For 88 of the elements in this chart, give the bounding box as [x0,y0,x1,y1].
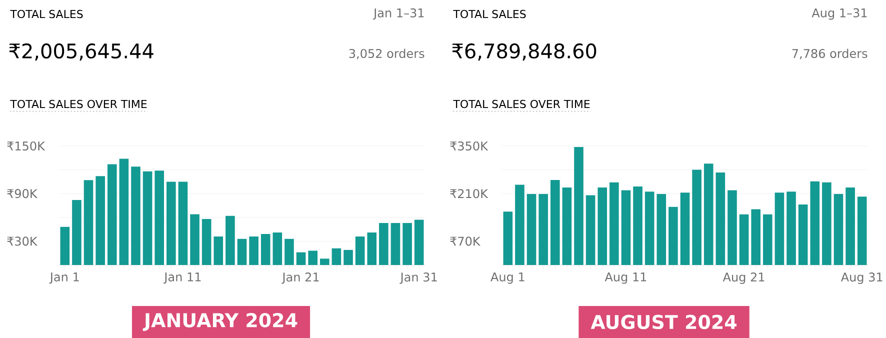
text: ₹6,789,848.60 [452,43,596,61]
bar [390,222,400,265]
text: AUGUST 2024 [590,314,736,330]
bar [562,187,572,265]
bar [237,238,247,265]
bar [379,222,388,265]
text: Aug 1–31 [812,8,867,20]
chart-title: TOTAL SALES OVER TIME [453,100,590,108]
x-tick-label: Jan 31 [400,272,437,284]
x-tick-label: Jan 1 [49,272,79,284]
bar [202,218,212,265]
bar [119,158,129,265]
text: ₹2,005,645.44 [9,43,154,61]
bar [60,226,70,265]
x-tick-label: Jan 21 [282,272,319,284]
bar [344,250,353,265]
bar [107,164,117,265]
bar [260,234,270,265]
bar [96,176,105,265]
bar [272,232,282,265]
bar [414,220,424,265]
bar [704,164,714,265]
bar [610,182,619,265]
bar [190,214,200,265]
bar [526,194,536,265]
bar [308,250,318,265]
bar [846,187,855,265]
bar [716,172,726,265]
bar [503,212,513,265]
y-tick-label: ₹350K [450,141,488,151]
text: TOTAL SALES [453,10,526,18]
x-tick-label: Aug 31 [840,272,882,284]
x-tick-label: Aug 21 [722,272,764,284]
bar [857,196,867,265]
bar [367,232,377,265]
y-tick-label: ₹150K [7,141,46,151]
bar [834,194,844,265]
bar [574,147,584,265]
y-tick-label: ₹30K [7,236,38,246]
bar [692,170,702,265]
bar [214,236,224,265]
bar [598,187,608,265]
bar [739,214,749,265]
bar [586,195,596,265]
bar [402,222,412,265]
y-tick-label: ₹210K [450,189,488,198]
bar [550,180,560,265]
bar [332,248,342,265]
x-tick-label: Aug 1 [490,272,524,284]
bar [668,206,678,265]
bar [131,166,140,265]
bar [751,209,760,265]
bar [296,252,306,265]
bar [84,180,94,265]
bar [249,236,258,265]
bar [226,216,235,265]
bar [166,182,176,265]
chart-title: TOTAL SALES OVER TIME [10,100,147,108]
bar [178,182,188,265]
bar [728,190,737,265]
bar [822,182,832,265]
x-tick-label: Aug 11 [604,272,646,284]
bar [621,190,631,265]
bar [320,258,330,265]
bar [680,192,690,265]
bar [763,214,772,265]
bar [142,171,152,265]
bar [810,181,820,265]
bar [154,170,164,265]
bar [515,184,524,265]
bar [72,200,82,265]
y-tick-label: ₹70K [450,236,481,246]
bar [355,236,365,265]
bar [798,204,808,265]
text: TOTAL SALES [10,10,83,18]
x-tick-label: Jan 11 [164,272,201,284]
text: 3,052 orders [349,48,424,60]
bar [786,192,796,265]
text: Jan 1–31 [372,8,424,20]
y-tick-label: ₹90K [7,189,38,198]
bar [656,194,666,265]
bar [644,192,654,265]
bar [774,192,784,265]
text: JANUARY 2024 [142,313,298,331]
text: 7,786 orders [792,48,868,60]
bar [284,238,294,265]
bar [538,194,548,265]
bar [633,186,642,265]
